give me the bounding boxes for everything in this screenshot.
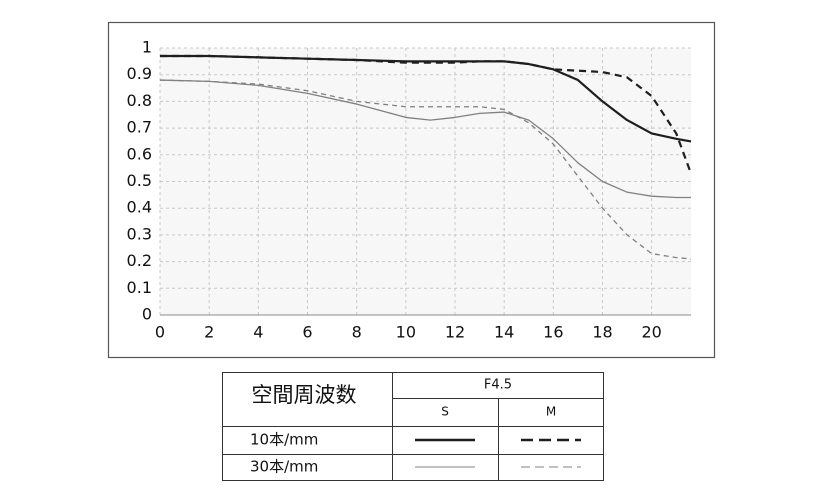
x-tick-label: 20 — [641, 323, 661, 342]
y-tick-label: 0.9 — [127, 64, 152, 83]
series-line — [159, 79, 692, 260]
x-tick-label: 0 — [155, 323, 165, 342]
y-tick-label: 0 — [142, 305, 152, 324]
y-tick-label: 0.5 — [127, 171, 152, 190]
x-tick-label: 10 — [396, 323, 416, 342]
x-tick-label: 4 — [253, 323, 263, 342]
y-tick-label: 0.7 — [127, 118, 152, 137]
y-tick-label: 0.3 — [127, 224, 152, 243]
legend-table: 空間周波数 F4.5 — [222, 372, 604, 481]
y-tick-label: 1 — [142, 38, 152, 57]
row-label: 10本/mm — [250, 431, 318, 449]
series-line — [160, 54, 693, 174]
column-label: S — [441, 405, 449, 419]
y-tick-label: 0.8 — [127, 91, 152, 110]
x-tick-label: 8 — [352, 323, 362, 342]
x-tick-label: 2 — [204, 323, 214, 342]
row-label: 30本/mm — [250, 458, 318, 476]
y-tick-label: 0.2 — [127, 251, 152, 270]
y-tick-label: 0.1 — [127, 278, 152, 297]
series-line — [160, 54, 692, 143]
x-tick-label: 12 — [445, 323, 465, 342]
x-tick-label: 6 — [302, 323, 312, 342]
series-line — [159, 79, 691, 199]
column-label: M — [546, 405, 556, 419]
y-tick-label: 0.6 — [127, 144, 152, 163]
y-tick-label: 0.4 — [127, 198, 152, 217]
x-tick-label: 14 — [494, 323, 514, 342]
table-header: 空間周波数 — [252, 383, 357, 407]
x-tick-label: 18 — [592, 323, 612, 342]
aperture-label: F4.5 — [484, 378, 512, 393]
x-tick-label: 16 — [543, 323, 563, 342]
